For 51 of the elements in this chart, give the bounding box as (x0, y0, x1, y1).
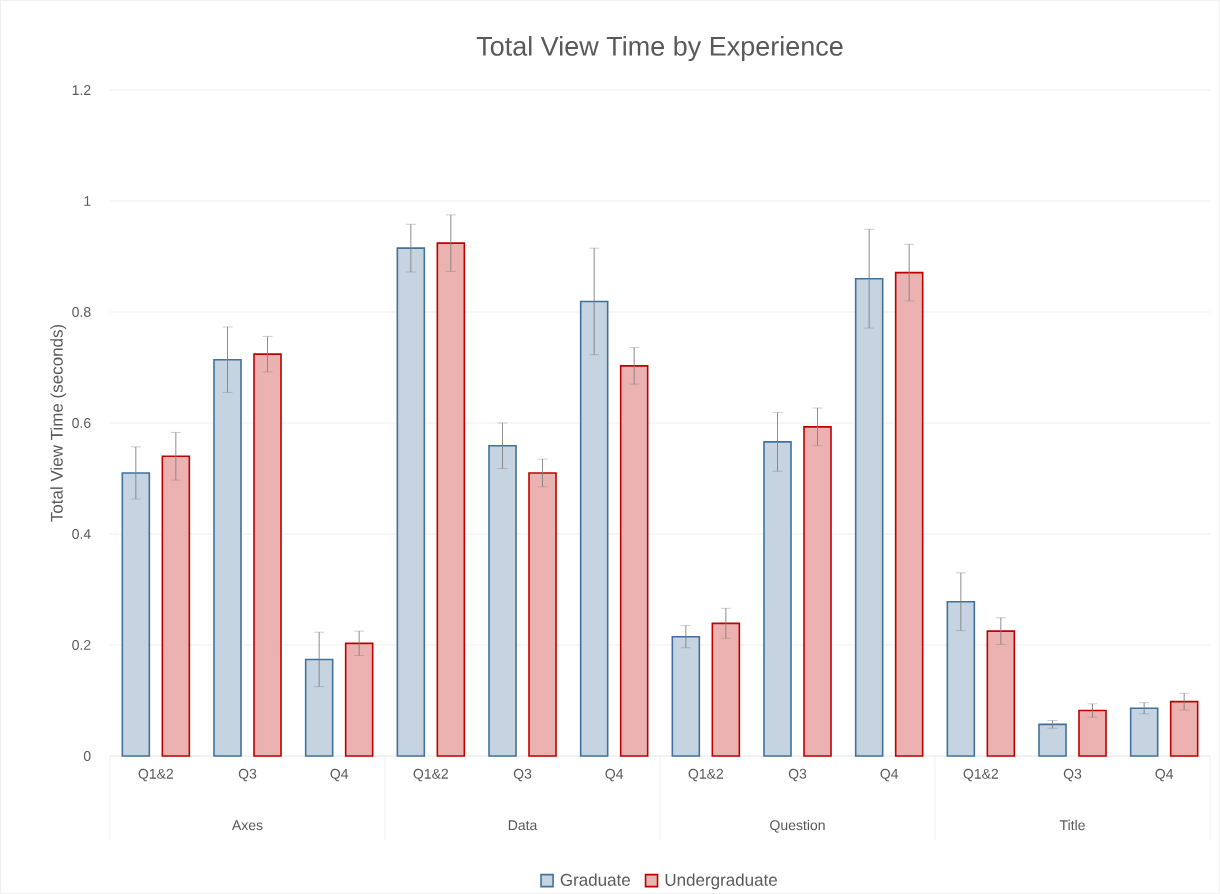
x-tick-label: Q4 (605, 768, 624, 782)
chart-title: Total View Time by Experience (476, 35, 843, 62)
text: Axes (231, 820, 263, 831)
x-tick-label: Q4 (1155, 768, 1174, 782)
bar (946, 600, 976, 757)
bar (1078, 709, 1107, 757)
text: Data (508, 820, 538, 831)
bar (121, 472, 151, 757)
bar (1169, 700, 1199, 757)
y-tick-label: 1.2 (72, 85, 91, 95)
bar (436, 242, 466, 757)
text: Title (1059, 819, 1085, 831)
x-tick-label: Q4 (330, 768, 349, 782)
y-tick-label: 0.2 (72, 640, 91, 650)
bar (763, 441, 792, 757)
bar (854, 277, 884, 757)
legend-label: Undergraduate (665, 873, 777, 890)
bar (711, 622, 741, 757)
bar (986, 630, 1016, 757)
legend-label: Graduate (560, 873, 630, 886)
bar (894, 271, 924, 757)
bar (396, 247, 426, 757)
x-tick-label: Q1&2 (963, 768, 999, 782)
bar (579, 300, 609, 757)
bar (253, 353, 282, 757)
x-tick-label: Q3 (238, 768, 257, 782)
bar (161, 455, 191, 757)
bar (1129, 707, 1159, 757)
x-tick-label: Q3 (788, 768, 807, 782)
bar (1038, 723, 1067, 757)
x-tick-label: Q3 (513, 768, 532, 782)
bar (344, 642, 374, 757)
y-tick-label: 0.6 (72, 418, 91, 428)
bar (528, 472, 557, 757)
x-tick-label: Q3 (1063, 768, 1082, 782)
bar (619, 365, 649, 757)
x-tick-label: Q4 (880, 768, 899, 782)
y-tick-label: 0 (83, 751, 91, 761)
y-tick-label: 0.8 (72, 307, 91, 317)
text: Question (770, 819, 825, 833)
x-tick-label: Q1&2 (413, 768, 449, 782)
y-tick-label: 1 (84, 196, 91, 206)
bar (213, 358, 242, 757)
bar (671, 635, 701, 757)
x-tick-label: Q1&2 (138, 768, 174, 782)
bar (803, 426, 832, 757)
x-tick-label: Q1&2 (688, 768, 724, 782)
y-axis-title: Total View Time (seconds) (50, 324, 67, 522)
bar (304, 658, 334, 757)
y-tick-label: 0.4 (72, 529, 91, 539)
bar (488, 444, 517, 757)
